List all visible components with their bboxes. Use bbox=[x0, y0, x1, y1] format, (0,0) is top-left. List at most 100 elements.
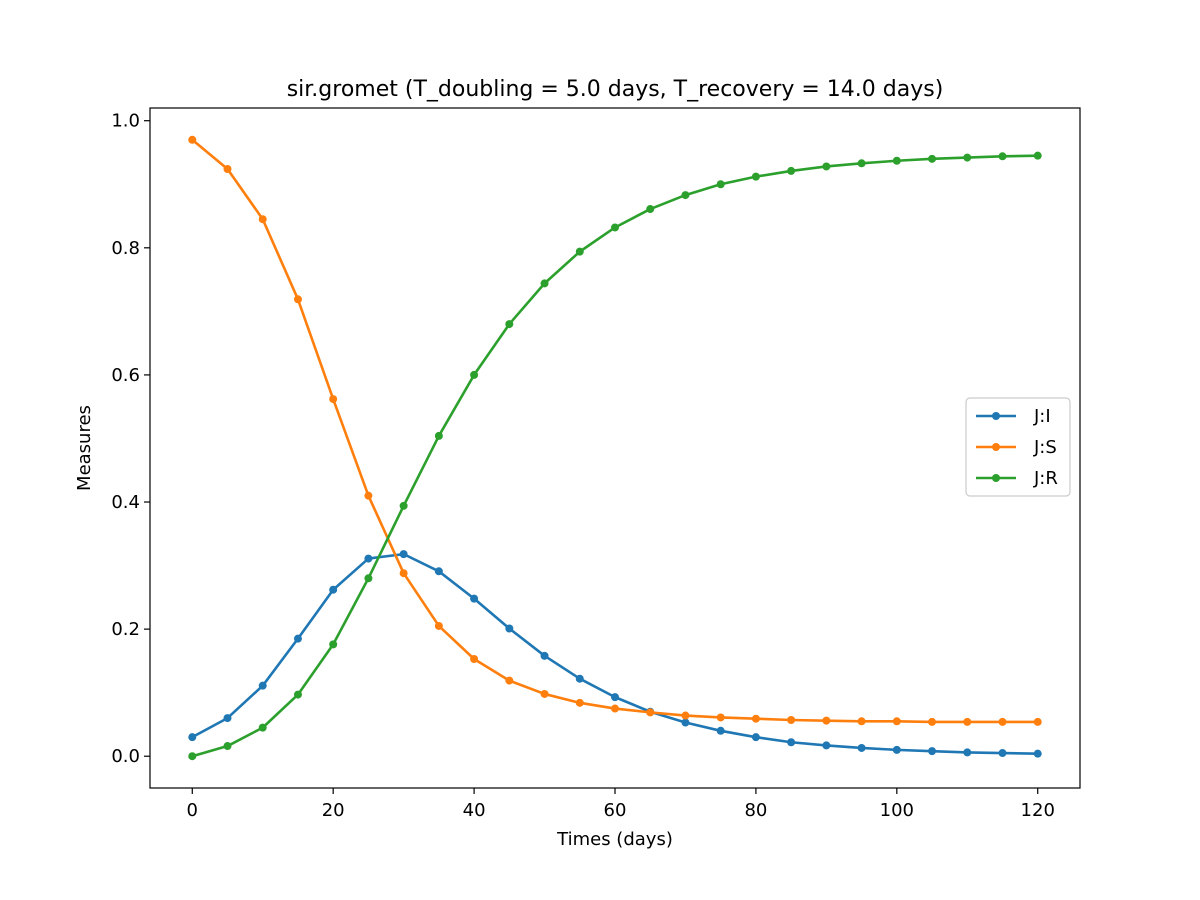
series-1-point bbox=[434, 621, 443, 630]
series-2-point bbox=[963, 153, 972, 162]
legend-swatch-marker bbox=[992, 412, 1000, 420]
series-0-point bbox=[611, 693, 619, 702]
series-0-point bbox=[963, 748, 972, 757]
series-1-point bbox=[646, 708, 655, 717]
series-2-point bbox=[716, 180, 725, 189]
x-tick-label: 40 bbox=[463, 800, 486, 821]
series-0-point bbox=[329, 585, 338, 594]
legend-swatch-marker bbox=[992, 474, 1000, 482]
series-2-point bbox=[364, 574, 373, 583]
series-0-point bbox=[892, 745, 901, 754]
series-2-point bbox=[399, 501, 408, 510]
series-1-point bbox=[857, 717, 866, 726]
series-1-point bbox=[822, 716, 831, 725]
legend: J:I J:S J:R bbox=[965, 397, 1071, 497]
series-2-point bbox=[822, 162, 831, 171]
series-0-point bbox=[470, 594, 479, 603]
series-2-point bbox=[928, 154, 937, 163]
series-0-point bbox=[928, 747, 937, 756]
series-2-point bbox=[646, 205, 655, 214]
x-axis-label: Times (days) bbox=[556, 829, 673, 850]
series-1-point bbox=[681, 711, 690, 720]
series-0-point bbox=[505, 624, 514, 633]
series-1-point bbox=[364, 491, 373, 500]
series-2-point bbox=[787, 166, 796, 175]
series-2-point bbox=[188, 752, 197, 761]
series-0-point bbox=[1033, 749, 1042, 758]
series-1-point bbox=[540, 689, 549, 698]
x-tick-label: 60 bbox=[604, 800, 627, 821]
series-2-point bbox=[223, 742, 232, 751]
y-tick-label: 0.8 bbox=[111, 238, 140, 259]
series-0-point bbox=[258, 681, 267, 690]
series-1-point bbox=[470, 654, 479, 663]
y-tick-label: 0.2 bbox=[111, 619, 140, 640]
series-2-point bbox=[505, 320, 514, 329]
series-2-point bbox=[892, 156, 901, 165]
series-1-point bbox=[505, 676, 514, 685]
series-1-point bbox=[892, 717, 901, 726]
series-1-point bbox=[399, 569, 408, 578]
series-1-point bbox=[928, 717, 937, 726]
series-1-point bbox=[1033, 717, 1042, 726]
x-tick-label: 120 bbox=[1021, 800, 1055, 821]
series-0-point bbox=[716, 726, 725, 735]
series-2-point bbox=[434, 431, 443, 440]
legend-label: J:R bbox=[1033, 468, 1058, 489]
series-0-point bbox=[223, 714, 232, 723]
series-0-point bbox=[293, 634, 302, 643]
axes-ticks: 0 20 40 60 80 100 120 0.0 0.2 0.4 0.6 0.8 1.0 bbox=[111, 111, 1055, 821]
series-1-point bbox=[575, 698, 584, 707]
series-0-point bbox=[822, 741, 831, 750]
series-1-point bbox=[188, 135, 197, 144]
series-1-point bbox=[611, 704, 619, 713]
y-tick-label: 0.0 bbox=[111, 746, 140, 767]
series-2-point bbox=[611, 223, 619, 232]
series-2-point bbox=[293, 690, 302, 699]
series-0-point bbox=[188, 733, 197, 742]
legend-label: J:S bbox=[1033, 437, 1057, 458]
series-1-point bbox=[787, 716, 796, 724]
series-0-point bbox=[364, 554, 373, 563]
series-0-point bbox=[751, 733, 760, 742]
series-0-point bbox=[681, 718, 690, 727]
series-2-point bbox=[575, 247, 584, 256]
series-0-point bbox=[575, 674, 584, 683]
series-2-point bbox=[1033, 151, 1042, 160]
series-1-point bbox=[293, 295, 302, 304]
legend-box bbox=[965, 397, 1071, 497]
series-2-point bbox=[681, 191, 690, 200]
x-tick-label: 80 bbox=[744, 800, 767, 821]
plot-area bbox=[188, 135, 1042, 761]
series-0-point bbox=[787, 738, 796, 747]
x-tick-label: 20 bbox=[322, 800, 345, 821]
legend-swatch-marker bbox=[992, 443, 1000, 451]
series-1-point bbox=[751, 714, 760, 723]
series-2-point bbox=[857, 159, 866, 168]
series-2-point bbox=[329, 640, 338, 649]
series-0-point bbox=[857, 743, 866, 752]
series-1-point bbox=[716, 713, 725, 722]
y-tick-label: 0.6 bbox=[111, 365, 140, 386]
series-0-point bbox=[540, 651, 549, 660]
legend-label: J:I bbox=[1033, 406, 1051, 427]
series-2-point bbox=[751, 172, 760, 181]
series-0-point bbox=[399, 550, 408, 559]
series-2-point bbox=[998, 152, 1007, 161]
y-tick-label: 1.0 bbox=[111, 111, 140, 132]
series-2-point bbox=[470, 370, 479, 379]
x-tick-label: 0 bbox=[187, 800, 198, 821]
series-0-point bbox=[998, 749, 1007, 758]
series-1-point bbox=[258, 215, 267, 224]
chart-title: sir.gromet (T_doubling = 5.0 days, T_rec… bbox=[287, 77, 944, 102]
series-1-point bbox=[998, 717, 1007, 726]
series-2-point bbox=[540, 279, 549, 288]
series-2-point bbox=[258, 723, 267, 732]
x-tick-label: 100 bbox=[880, 800, 914, 821]
y-axis-label: Measures bbox=[74, 405, 95, 491]
series-1-point bbox=[963, 717, 972, 726]
series-0-point bbox=[434, 567, 443, 576]
y-tick-label: 0.4 bbox=[111, 492, 140, 513]
series-1-point bbox=[329, 395, 338, 404]
